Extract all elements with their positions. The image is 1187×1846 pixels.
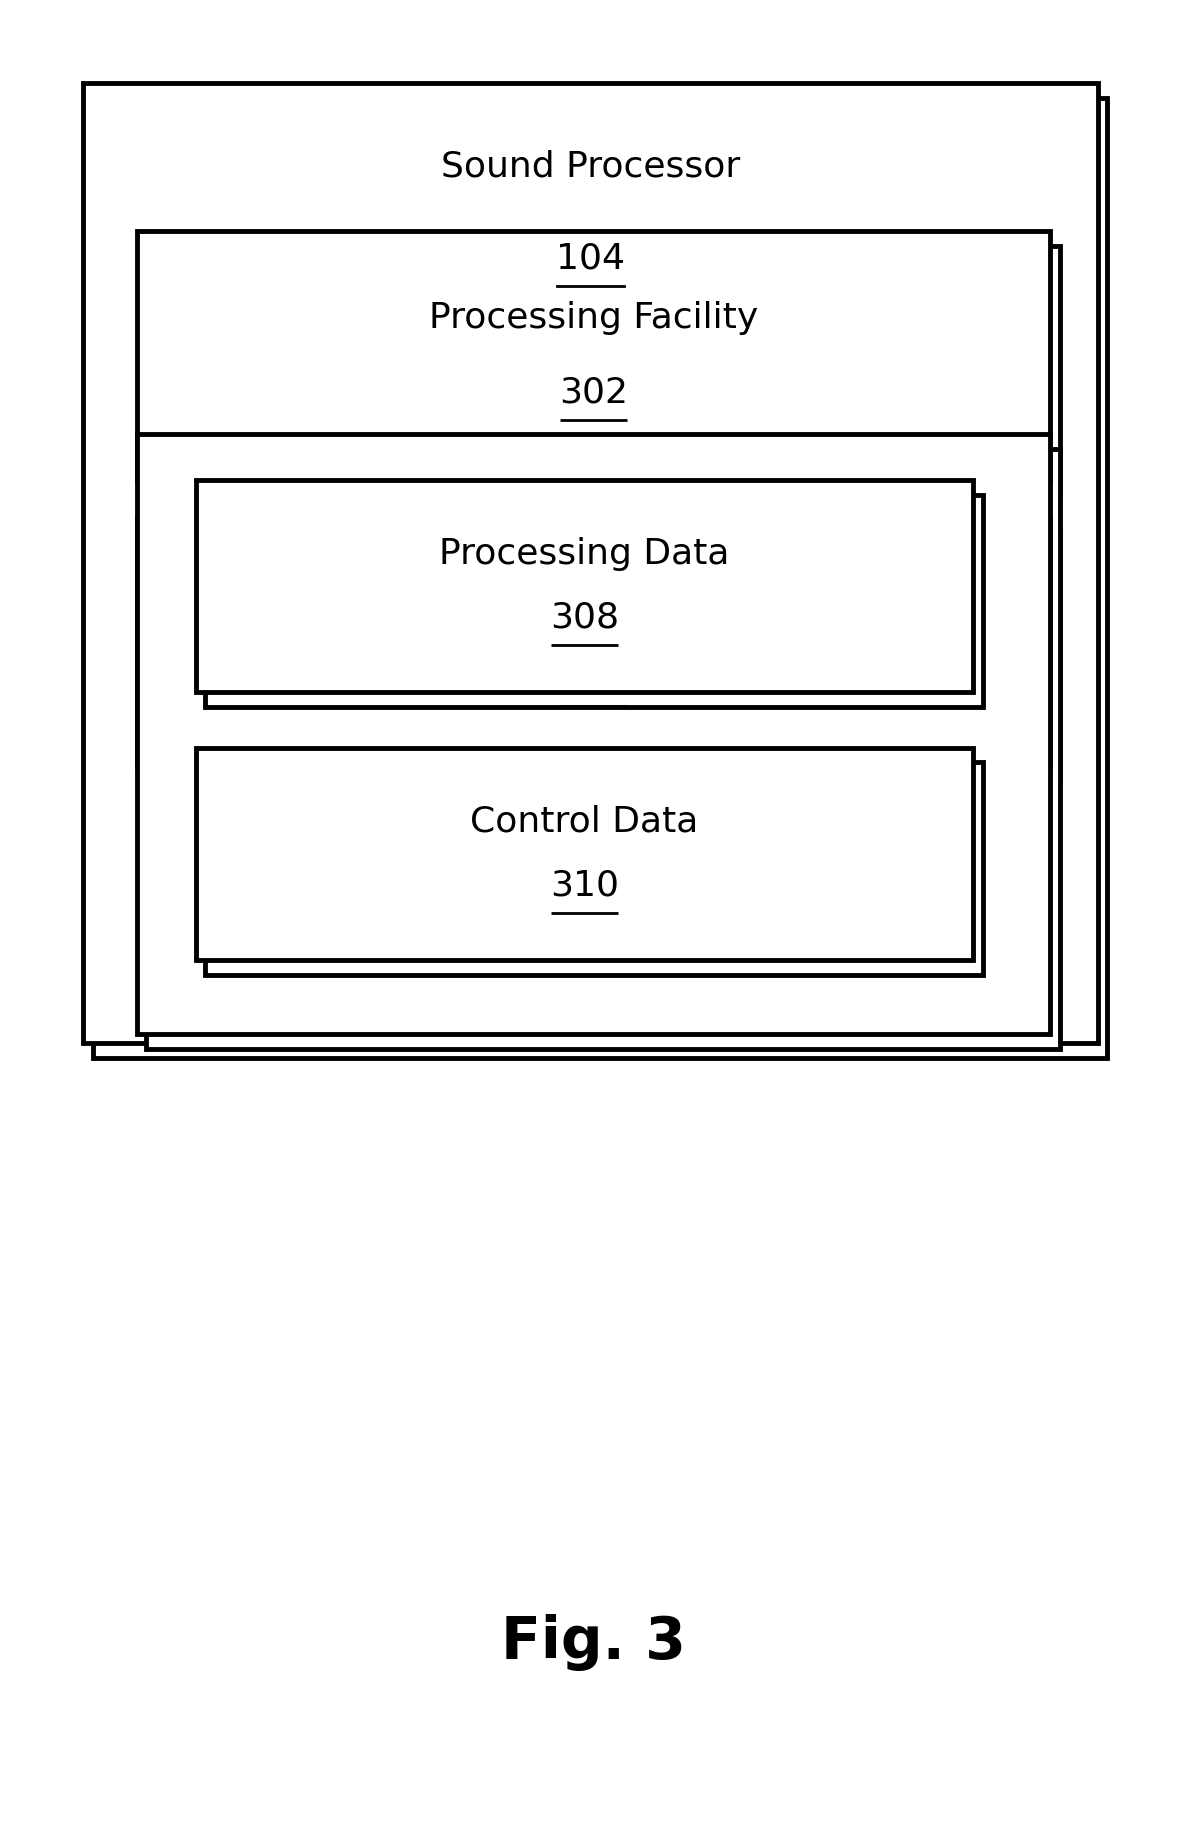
Bar bbox=[93, 98, 1107, 1058]
Bar bbox=[146, 532, 1060, 781]
Text: Storage Facility: Storage Facility bbox=[455, 495, 732, 528]
Text: Processing Data: Processing Data bbox=[439, 537, 730, 570]
Bar bbox=[205, 762, 983, 975]
Text: Control Facility: Control Facility bbox=[459, 587, 728, 620]
Text: Processing Facility: Processing Facility bbox=[429, 301, 758, 334]
Bar bbox=[146, 449, 1060, 1049]
Bar bbox=[196, 748, 973, 960]
Text: 104: 104 bbox=[556, 242, 626, 275]
Bar bbox=[196, 480, 973, 692]
Bar bbox=[137, 434, 1050, 1034]
Text: Fig. 3: Fig. 3 bbox=[501, 1615, 686, 1671]
Text: 310: 310 bbox=[550, 869, 620, 903]
Bar bbox=[137, 517, 1050, 766]
Bar bbox=[146, 246, 1060, 495]
Text: 302: 302 bbox=[559, 377, 628, 410]
Text: Control Data: Control Data bbox=[470, 805, 699, 838]
Text: 304: 304 bbox=[559, 663, 628, 696]
Text: 306: 306 bbox=[559, 583, 628, 617]
Bar bbox=[205, 495, 983, 707]
Text: Sound Processor: Sound Processor bbox=[440, 150, 741, 183]
Text: 308: 308 bbox=[550, 602, 620, 635]
Bar bbox=[83, 83, 1098, 1043]
Bar bbox=[137, 231, 1050, 480]
